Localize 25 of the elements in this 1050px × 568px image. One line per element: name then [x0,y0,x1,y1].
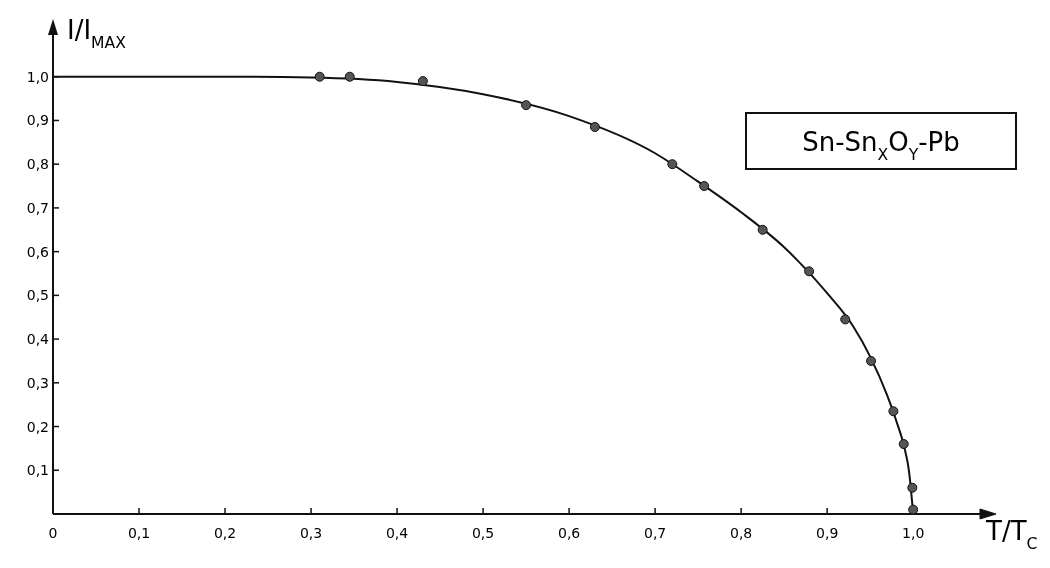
x-tick-label: 0,1 [127,525,151,541]
annotation: Sn-Sn$_{X}$O$_{Y}$-Pb [802,127,960,164]
x-tick-label: 0,3 [299,525,323,541]
y-tick-label: 0,5 [26,287,49,304]
y-tick-label: 0,4 [26,331,50,348]
y-tick-label: 0,2 [26,418,49,435]
x-tick-label: 0,5 [471,525,495,541]
x-tick-label: 0,2 [213,525,237,541]
y-tick-label: 0,7 [26,199,49,216]
x-tick-label: 0 [48,525,58,541]
x-tick-label: 0,7 [644,525,667,541]
y-tick-label: 0,6 [26,243,50,260]
y-tick-label: 1,0 [26,68,49,85]
y-axis-title: I/I$_{MAX}$ [67,15,127,52]
x-tick-label: 0,8 [730,525,753,541]
y-tick-label: 0,1 [26,462,49,479]
label-box: Sn-Sn$_{X}$O$_{Y}$-Pb [745,112,1017,170]
y-tick-label: 0,8 [26,156,49,173]
y-tick-label: 0,9 [26,112,49,129]
x-tick-label: 0,6 [557,525,581,541]
x-axis-title: T/T$_{C}$ [985,516,1038,553]
y-tick-label: 0,3 [26,374,49,391]
x-tick-label: 0,9 [816,525,839,541]
x-tick-label: 0,4 [385,525,409,541]
x-tick-label: 1,0 [902,525,925,541]
